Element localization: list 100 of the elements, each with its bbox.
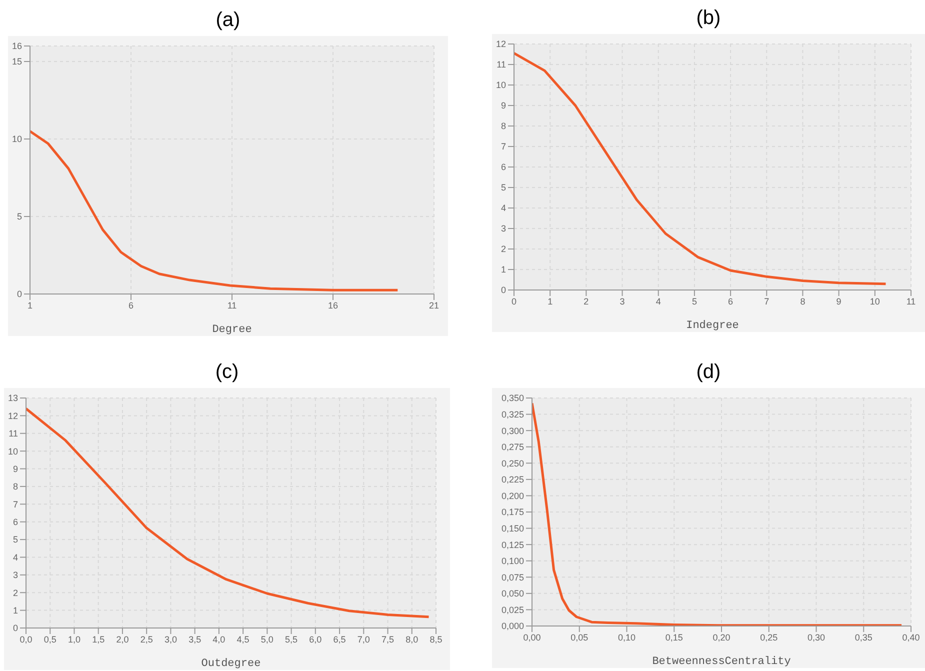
y-tick-label: 9 [12, 464, 18, 474]
x-axis-title: Outdegree [201, 658, 261, 670]
x-tick-label: 0,25 [760, 632, 778, 642]
y-tick-label: 8 [500, 121, 506, 132]
x-axis-title: Indegree [686, 320, 739, 332]
y-tick-label: 0,300 [501, 426, 524, 436]
y-tick-label: 5 [500, 182, 506, 193]
y-tick-label: 0,225 [501, 474, 524, 485]
x-tick-label: 11 [906, 296, 916, 306]
y-tick-label: 12 [496, 39, 506, 50]
x-tick-label: 16 [328, 300, 338, 310]
x-tick-label: 0,10 [618, 632, 636, 642]
x-tick-label: 7 [764, 296, 770, 306]
y-tick-label: 6 [12, 517, 18, 528]
x-tick-label: 3 [620, 296, 625, 306]
y-tick-label: 0,250 [501, 458, 524, 468]
x-tick-label: 7,5 [382, 634, 394, 644]
y-tick-label: 1 [500, 264, 506, 275]
x-tick-label: 21 [428, 300, 440, 310]
x-tick-label: 9 [836, 296, 842, 306]
x-tick-label: 1 [548, 296, 553, 306]
y-tick-label: 3 [500, 224, 506, 234]
x-tick-label: 8,5 [430, 634, 442, 644]
y-tick-label: 1 [12, 606, 18, 616]
x-tick-label: 0,30 [807, 632, 826, 642]
x-tick-label: 3,0 [164, 634, 177, 644]
y-tick-label: 2 [500, 244, 506, 254]
x-tick-label: 6 [128, 300, 134, 310]
x-tick-label: 5,0 [260, 634, 274, 644]
x-tick-label: 0,5 [44, 634, 56, 644]
y-tick-label: 10 [496, 80, 506, 90]
x-tick-label: 3,5 [188, 634, 202, 644]
x-tick-label: 6 [728, 296, 734, 306]
x-tick-label: 2,0 [116, 634, 129, 644]
y-tick-label: 16 [12, 41, 22, 52]
y-tick-label: 11 [8, 428, 18, 439]
y-tick-label: 9 [500, 100, 506, 111]
x-tick-label: 6,0 [309, 634, 322, 644]
x-tick-label: 8 [800, 296, 806, 306]
x-axis-title: BetweennessCentrality [652, 656, 792, 668]
y-tick-label: 12 [8, 410, 18, 421]
x-tick-label: 11 [227, 300, 237, 310]
y-tick-label: 13 [8, 393, 18, 404]
line-series [26, 407, 430, 618]
x-tick-label: 1,0 [68, 634, 80, 644]
y-tick-label: 7 [500, 142, 506, 152]
y-tick-label: 0,000 [501, 621, 524, 632]
y-tick-label: 2 [12, 588, 18, 598]
y-tick-label: 10 [12, 134, 22, 144]
y-tick-label: 0,050 [501, 588, 524, 599]
x-tick-label: 0,35 [854, 632, 872, 642]
line-series [30, 130, 399, 292]
x-tick-label: 6,5 [333, 634, 346, 644]
x-tick-label: 5 [692, 296, 697, 306]
x-tick-label: 0,05 [570, 632, 588, 642]
y-tick-label: 0 [12, 623, 18, 634]
x-tick-label: 4 [656, 296, 661, 306]
chart-title: (c) [214, 360, 240, 385]
y-tick-label: 0,275 [501, 442, 524, 452]
x-tick-label: 8,0 [406, 634, 418, 644]
y-tick-label: 3 [12, 570, 18, 580]
x-tick-label: 2 [584, 296, 589, 306]
x-tick-label: 1,5 [92, 634, 105, 644]
x-tick-label: 0,40 [902, 632, 920, 642]
y-tick-label: 0,100 [501, 556, 524, 566]
line-series [514, 52, 887, 286]
y-tick-label: 8 [12, 482, 18, 492]
line-series [532, 402, 903, 626]
y-tick-label: 0 [500, 285, 506, 296]
y-tick-label: 0,325 [501, 409, 524, 420]
chart-title: (a) [214, 8, 242, 33]
x-tick-label: 0,00 [523, 632, 541, 642]
chart-title: (b) [695, 6, 722, 31]
y-tick-label: 11 [496, 60, 506, 70]
y-tick-label: 4 [500, 203, 506, 214]
y-tick-label: 0,175 [501, 507, 524, 518]
y-tick-label: 0,075 [501, 572, 524, 582]
y-tick-label: 15 [12, 56, 22, 67]
x-tick-label: 4,0 [212, 634, 226, 644]
chart-title: (d) [695, 360, 722, 385]
y-tick-label: 0,150 [501, 523, 524, 534]
x-axis-title: Degree [212, 324, 252, 336]
y-tick-label: 7 [12, 499, 18, 510]
y-tick-label: 0,025 [501, 604, 524, 615]
x-tick-label: 10 [870, 296, 880, 306]
y-tick-label: 6 [500, 162, 506, 172]
y-tick-label: 0,350 [501, 393, 524, 404]
x-tick-label: 0,15 [665, 632, 683, 642]
x-tick-label: 2,5 [140, 634, 153, 644]
x-tick-label: 5,5 [285, 634, 298, 644]
x-tick-label: 7,0 [357, 634, 370, 644]
y-tick-label: 4 [12, 552, 18, 562]
x-tick-label: 0,20 [712, 632, 730, 642]
y-tick-label: 5 [12, 534, 18, 545]
x-tick-label: 4,5 [236, 634, 250, 644]
y-tick-label: 0,200 [501, 490, 524, 501]
x-tick-label: 1 [27, 300, 33, 310]
y-tick-label: 0,125 [501, 540, 524, 550]
y-tick-label: 10 [8, 446, 18, 456]
y-tick-label: 5 [16, 212, 22, 222]
